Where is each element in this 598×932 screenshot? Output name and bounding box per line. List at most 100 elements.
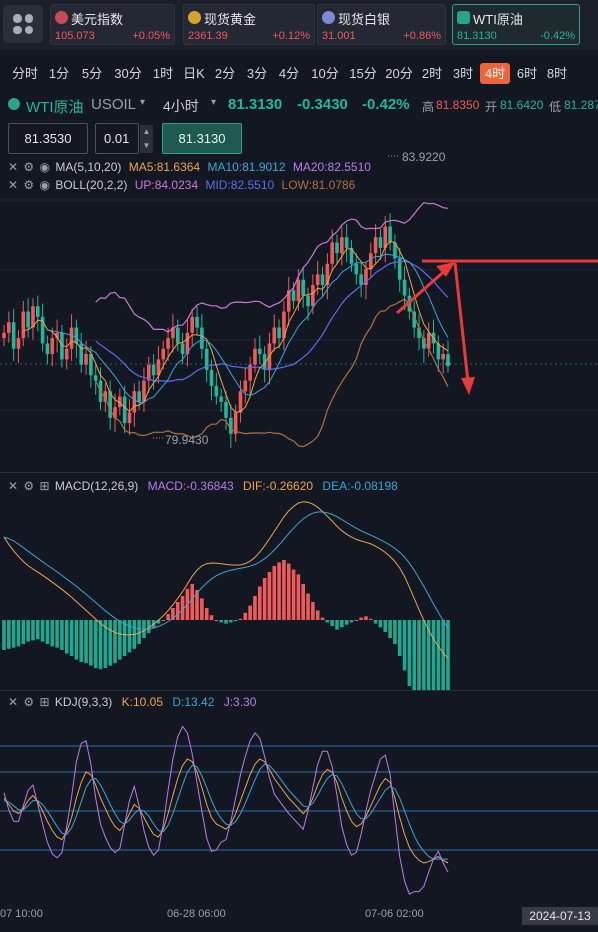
- candle-body: [417, 327, 421, 339]
- price-chart[interactable]: [0, 150, 598, 472]
- timeframe-2[interactable]: 5分: [81, 66, 103, 81]
- symbol-name[interactable]: WTI原油: [26, 99, 84, 116]
- macd-histogram-bar: [64, 620, 69, 654]
- low-label: 低: [549, 100, 562, 114]
- timeframe-11[interactable]: 20分: [385, 66, 413, 81]
- candle-body: [209, 370, 214, 386]
- macd-histogram-bar: [190, 584, 195, 620]
- timeframe-15[interactable]: 6时: [516, 66, 538, 81]
- candle-body: [296, 279, 301, 301]
- candle-body: [325, 263, 330, 285]
- timeframe-16[interactable]: 8时: [546, 66, 568, 81]
- kdj-chart[interactable]: [0, 712, 598, 906]
- candle-body: [64, 348, 69, 360]
- macd-histogram-bar: [311, 602, 315, 620]
- settings-icon[interactable]: ⚙: [23, 479, 35, 493]
- timeframe-4[interactable]: 1时: [152, 66, 174, 81]
- macd-histogram-bar: [301, 584, 306, 620]
- macd-name: MACD(12,26,9): [54, 479, 139, 493]
- pane-divider[interactable]: [0, 690, 598, 691]
- expand-icon[interactable]: ⊞: [39, 695, 50, 709]
- candle-body: [89, 354, 93, 376]
- macd-histogram-bar: [108, 620, 112, 666]
- macd-histogram-bar: [296, 574, 301, 620]
- timeframe-1[interactable]: 1分: [48, 66, 70, 81]
- candle-body: [335, 242, 339, 254]
- macd-histogram-bar: [417, 620, 421, 690]
- chevron-down-icon[interactable]: ▾: [211, 97, 217, 108]
- macd-histogram-bar: [291, 569, 296, 620]
- symbol-code[interactable]: USOIL: [91, 96, 137, 113]
- ticker-price: 2361.39: [188, 30, 228, 42]
- close-icon[interactable]: ✕: [8, 160, 19, 174]
- timeframe-13[interactable]: 3时: [452, 66, 474, 81]
- candle-body: [142, 380, 146, 402]
- settings-icon[interactable]: ⚙: [23, 695, 35, 709]
- red-up-arrow-line: [396, 266, 449, 315]
- candle-body: [45, 343, 50, 355]
- candle-body: [21, 311, 26, 339]
- macd-chart[interactable]: [0, 495, 598, 690]
- candle-body: [388, 226, 392, 243]
- ticker-card-gold[interactable]: 现货黄金 2361.39 +0.12%: [183, 4, 315, 45]
- macd-histogram-bar: [219, 620, 223, 623]
- candle-body: [122, 396, 127, 424]
- close-icon[interactable]: ✕: [8, 178, 19, 192]
- macd-histogram-bar: [267, 572, 272, 620]
- timeframe-3[interactable]: 30分: [114, 66, 142, 81]
- timeframe-6[interactable]: 2分: [214, 66, 236, 81]
- timeframe-5[interactable]: 日K: [183, 66, 205, 81]
- candle-body: [272, 327, 277, 344]
- candle-body: [74, 327, 79, 344]
- timeframe-8[interactable]: 4分: [278, 66, 300, 81]
- ticker-card-usd-index[interactable]: 美元指数 105.073 +0.05%: [50, 4, 175, 45]
- candle-body: [93, 375, 98, 381]
- timeframe-10[interactable]: 15分: [349, 66, 377, 81]
- close-icon[interactable]: ✕: [8, 479, 19, 493]
- symbol-info-row: WTI原油 USOIL ▾ 4小时 ▾ 81.3130 -0.3430 -0.4…: [0, 94, 598, 116]
- x-axis-label: 07 10:00: [0, 908, 43, 920]
- candle-body: [238, 391, 243, 413]
- timeframe-0[interactable]: 分时: [11, 66, 38, 81]
- settings-icon[interactable]: ⚙: [23, 160, 35, 174]
- settings-icon[interactable]: ⚙: [23, 178, 35, 192]
- timeframe-7[interactable]: 3分: [246, 66, 268, 81]
- macd-histogram-bar: [45, 620, 50, 644]
- gold-coin-icon: [188, 11, 201, 24]
- macd-histogram-bar: [393, 620, 397, 644]
- macd-histogram-bar: [180, 596, 185, 620]
- timeframe-9[interactable]: 10分: [311, 66, 339, 81]
- order-row: 81.3530 0.01 ▲ ▼ 81.3130: [0, 122, 598, 156]
- quantity-increase-icon[interactable]: ▲: [140, 125, 153, 139]
- ticker-card-silver[interactable]: 现货白银 31.001 +0.86%: [317, 4, 446, 45]
- ma10-line: [47, 253, 449, 403]
- macd-histogram-bar: [50, 620, 55, 647]
- timeframe-12[interactable]: 2时: [421, 66, 443, 81]
- candle-body: [103, 391, 108, 402]
- macd-histogram-bar: [436, 620, 441, 690]
- eye-icon[interactable]: ◉: [39, 160, 50, 174]
- menu-grid-button[interactable]: [3, 5, 43, 43]
- candle-body: [55, 332, 59, 339]
- interval-selector[interactable]: 4小时: [163, 98, 199, 114]
- sell-price-button[interactable]: 81.3530: [8, 123, 88, 154]
- macd-histogram-bar: [214, 620, 219, 621]
- chevron-down-icon[interactable]: ▾: [140, 97, 146, 108]
- quantity-decrease-icon[interactable]: ▼: [140, 139, 153, 153]
- macd-histogram-bar: [113, 620, 117, 664]
- macd-histogram-bar: [171, 608, 175, 620]
- timeframe-14[interactable]: 4时: [480, 63, 510, 84]
- ticker-card-wti[interactable]: WTI原油 81.3130 -0.42%: [452, 4, 580, 45]
- close-icon[interactable]: ✕: [8, 695, 19, 709]
- candle-body: [368, 253, 373, 270]
- buy-price-button[interactable]: 81.3130: [162, 123, 242, 154]
- quantity-input[interactable]: 0.01: [95, 123, 139, 154]
- macd-histogram-bar: [55, 620, 59, 648]
- macd-histogram-bar: [98, 620, 103, 670]
- j-line: [3, 725, 449, 895]
- candle-body: [166, 338, 170, 349]
- macd-histogram-bar: [262, 578, 267, 620]
- eye-icon[interactable]: ◉: [39, 178, 50, 192]
- expand-icon[interactable]: ⊞: [39, 479, 50, 493]
- pane-divider[interactable]: [0, 472, 598, 473]
